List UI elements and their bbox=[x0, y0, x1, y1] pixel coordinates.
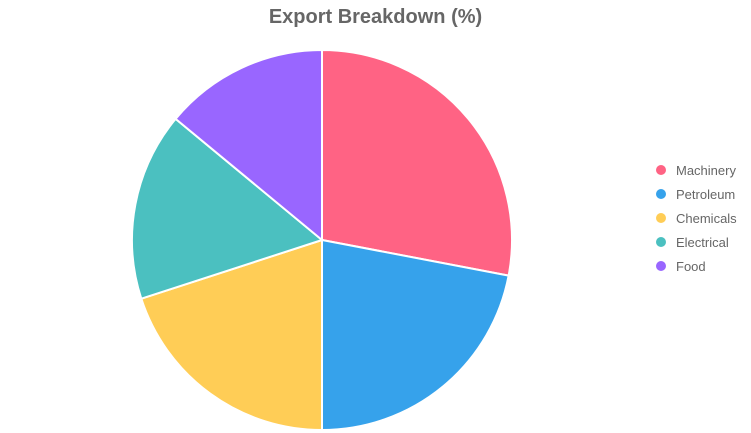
pie-slice-electrical[interactable] bbox=[131, 117, 323, 300]
legend-item-machinery[interactable]: Machinery bbox=[656, 158, 737, 182]
legend-swatch-electrical bbox=[656, 237, 666, 247]
pie-slice-petroleum[interactable] bbox=[321, 239, 510, 431]
legend-item-chemicals[interactable]: Chemicals bbox=[656, 206, 737, 230]
legend-swatch-food bbox=[656, 261, 666, 271]
legend-item-electrical[interactable]: Electrical bbox=[656, 230, 737, 254]
legend-label-chemicals: Chemicals bbox=[676, 210, 737, 226]
pie-slice-chemicals[interactable] bbox=[140, 239, 323, 431]
legend-label-machinery: Machinery bbox=[676, 162, 736, 178]
legend-label-food: Food bbox=[676, 258, 706, 274]
legend-item-food[interactable]: Food bbox=[656, 254, 737, 278]
legend-swatch-chemicals bbox=[656, 213, 666, 223]
legend-swatch-machinery bbox=[656, 165, 666, 175]
legend-item-petroleum[interactable]: Petroleum bbox=[656, 182, 737, 206]
chart-title: Export Breakdown (%) bbox=[268, 6, 483, 28]
legend-label-petroleum: Petroleum bbox=[676, 186, 736, 202]
pie-slice-machinery[interactable] bbox=[321, 49, 513, 277]
chart-legend: Machinery Petroleum Chemicals Electrical Foo… bbox=[656, 158, 737, 278]
pie-slice-food[interactable] bbox=[174, 49, 323, 241]
legend-swatch-petroleum bbox=[656, 189, 666, 199]
legend-label-electrical: Electrical bbox=[676, 234, 729, 250]
